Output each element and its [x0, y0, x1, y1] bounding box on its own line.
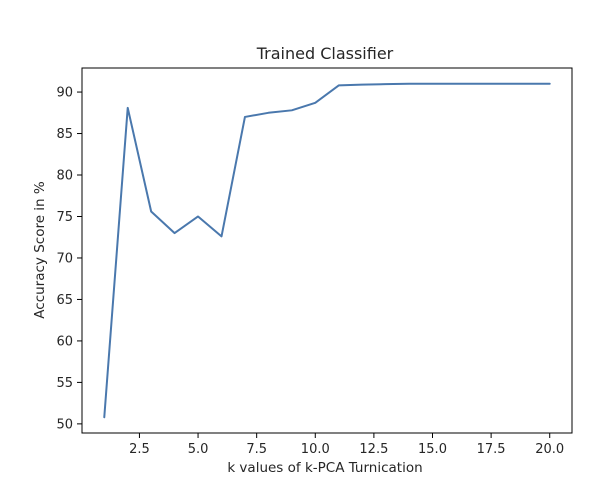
y-tick-label: 70: [56, 251, 73, 266]
x-tick-label: 20.0: [535, 442, 564, 457]
y-tick-label: 55: [56, 376, 73, 391]
y-tick-label: 65: [56, 293, 73, 308]
x-tick-label: 15.0: [418, 442, 447, 457]
chart-title: Trained Classifier: [256, 44, 394, 63]
y-axis-ticks: 50 55 60 65 70 75 80 85 90: [56, 86, 82, 432]
y-tick-label: 80: [56, 169, 73, 184]
x-tick-label: 12.5: [359, 442, 388, 457]
x-axis-label: k values of k-PCA Turnication: [227, 460, 422, 476]
y-tick-label: 50: [56, 417, 73, 432]
x-tick-label: 5.0: [188, 442, 209, 457]
x-tick-label: 10.0: [301, 442, 330, 457]
y-tick-label: 75: [56, 210, 73, 225]
plot-frame: [81, 67, 573, 434]
x-tick-label: 2.5: [129, 442, 150, 457]
y-tick-label: 60: [56, 334, 73, 349]
y-tick-label: 85: [56, 127, 73, 142]
y-tick-label: 90: [56, 86, 73, 101]
plot-area: [103, 82, 551, 419]
x-tick-label: 17.5: [477, 442, 506, 457]
series-line-0: [103, 82, 551, 419]
x-axis-ticks: 2.5 5.0 7.5 10.0 12.5 15.0 17.5 20.0: [129, 433, 564, 457]
x-tick-label: 7.5: [246, 442, 267, 457]
y-axis-label: Accuracy Score in %: [32, 181, 48, 319]
